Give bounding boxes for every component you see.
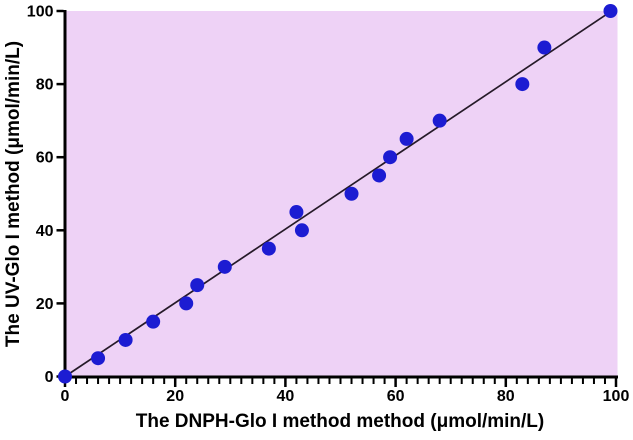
y-tick-label: 0 xyxy=(45,369,54,386)
axis-labels-layer: The DNPH-Glo I method method (μmol/min/L… xyxy=(3,41,544,432)
data-point xyxy=(217,259,232,274)
data-point xyxy=(294,223,309,238)
x-axis-label: The DNPH-Glo I method method (μmol/min/L… xyxy=(136,411,545,432)
data-point xyxy=(603,4,618,18)
y-tick-label: 100 xyxy=(27,4,54,21)
y-tick-label: 80 xyxy=(36,77,54,94)
data-point xyxy=(261,241,276,256)
data-point xyxy=(179,296,194,311)
axes-layer: 0 20 40 60 80 100 0 20 40 60 80 100 xyxy=(27,4,630,406)
y-axis-label: The UV-Glo I method (μmol/min/L) xyxy=(3,41,24,347)
x-tick-label: 40 xyxy=(277,388,295,405)
data-point xyxy=(515,77,530,92)
x-tick-label: 20 xyxy=(166,388,184,405)
y-tick-label: 40 xyxy=(36,223,54,240)
data-point xyxy=(118,332,133,347)
x-tick-label: 80 xyxy=(497,388,515,405)
data-point xyxy=(190,278,205,293)
data-point xyxy=(537,40,552,55)
data-points-layer xyxy=(58,4,618,384)
data-point xyxy=(383,150,398,165)
data-point xyxy=(58,369,72,384)
data-point xyxy=(91,351,106,366)
x-tick-label: 60 xyxy=(387,388,405,405)
data-point xyxy=(344,186,359,201)
data-point xyxy=(289,205,304,220)
x-tick-label: 0 xyxy=(61,388,70,405)
x-tick-label: 100 xyxy=(603,388,630,405)
y-tick-label: 20 xyxy=(36,296,54,313)
fit-line-layer xyxy=(64,7,617,378)
data-point xyxy=(146,314,161,329)
data-point xyxy=(372,168,387,183)
y-tick-label: 60 xyxy=(36,150,54,167)
data-point xyxy=(399,131,414,146)
data-point xyxy=(432,113,447,128)
fit-line xyxy=(64,7,617,378)
